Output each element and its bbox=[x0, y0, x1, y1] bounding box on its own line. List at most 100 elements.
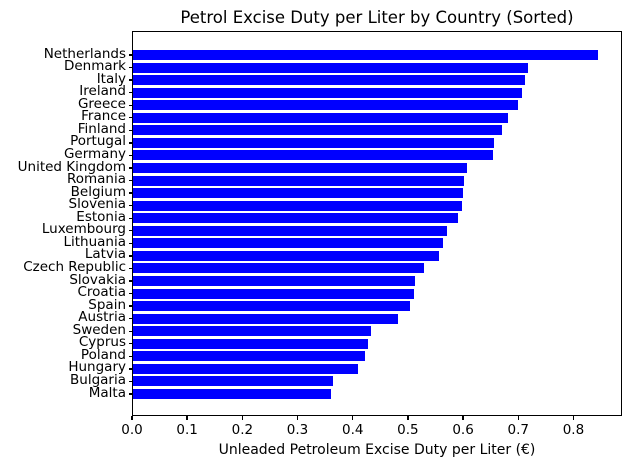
x-tick-mark bbox=[131, 416, 133, 420]
y-tick-label: Netherlands bbox=[43, 45, 126, 62]
x-tick-mark bbox=[462, 416, 464, 420]
x-tick-label: 0.2 bbox=[231, 422, 254, 438]
bar bbox=[133, 112, 509, 123]
y-tick-label: Italy bbox=[96, 70, 126, 87]
y-tick-label: Czech Republic bbox=[23, 258, 126, 275]
y-tick-label: United Kingdom bbox=[17, 158, 126, 175]
x-tick-label: 0.4 bbox=[341, 422, 364, 438]
y-axis-labels: Netherlands Denmark Italy Ireland Greece Fran… bbox=[0, 31, 126, 416]
y-tick-label: Estonia bbox=[76, 208, 126, 225]
y-tick-mark bbox=[129, 192, 133, 194]
bar bbox=[133, 376, 333, 387]
y-tick-mark bbox=[129, 142, 133, 144]
y-tick-mark bbox=[129, 267, 133, 270]
y-tick-label: Portugal bbox=[70, 133, 126, 150]
x-tick-mark bbox=[517, 416, 519, 420]
bar bbox=[133, 326, 372, 337]
y-tick-mark bbox=[129, 91, 133, 94]
y-tick-mark bbox=[129, 393, 133, 395]
bar bbox=[133, 62, 528, 73]
y-tick-mark bbox=[129, 230, 133, 232]
x-tick-label: 0.8 bbox=[562, 422, 585, 438]
bar bbox=[133, 313, 398, 324]
bar bbox=[133, 200, 462, 211]
y-tick-label: Cyprus bbox=[78, 334, 126, 351]
bar bbox=[133, 213, 458, 224]
y-tick-mark bbox=[129, 79, 133, 81]
x-tick-label: 0.5 bbox=[397, 422, 419, 438]
x-tick-mark bbox=[407, 416, 409, 420]
y-tick-label: Croatia bbox=[77, 284, 126, 301]
y-tick-label: Lithuania bbox=[63, 233, 126, 250]
y-tick-label: Poland bbox=[80, 346, 126, 363]
bar bbox=[133, 288, 415, 299]
x-axis-ticks: 0.0 0.1 0.2 0.3 0.4 0.5 0.6 0.7 0.8 bbox=[121, 416, 622, 452]
x-tick-label: 0.7 bbox=[507, 422, 529, 438]
y-tick-mark bbox=[129, 343, 133, 345]
y-tick-mark bbox=[129, 292, 133, 295]
x-tick-mark bbox=[186, 416, 188, 420]
y-tick-mark bbox=[129, 317, 133, 320]
x-tick-label: 0.1 bbox=[176, 422, 198, 438]
y-tick-mark bbox=[129, 242, 133, 245]
bar bbox=[133, 238, 444, 249]
x-tick-mark bbox=[572, 416, 575, 420]
y-tick-mark bbox=[129, 154, 133, 157]
x-tick-label: 0.6 bbox=[452, 422, 474, 438]
y-tick-mark bbox=[129, 167, 133, 169]
y-tick-mark bbox=[129, 380, 133, 383]
y-tick-mark bbox=[129, 204, 133, 207]
bar bbox=[133, 150, 493, 161]
y-tick-label: Austria bbox=[78, 309, 126, 326]
bar bbox=[133, 351, 366, 362]
y-tick-label: Malta bbox=[88, 384, 126, 401]
bar bbox=[133, 100, 519, 111]
y-tick-mark bbox=[129, 217, 133, 219]
bar bbox=[133, 163, 467, 173]
y-tick-mark bbox=[129, 117, 133, 119]
x-tick-label: 0.0 bbox=[121, 422, 143, 438]
y-tick-label: Hungary bbox=[68, 359, 126, 376]
x-tick-label: 0.3 bbox=[286, 422, 309, 438]
bar bbox=[133, 87, 522, 98]
y-tick-mark bbox=[129, 255, 133, 257]
bar bbox=[133, 276, 415, 286]
y-tick-mark bbox=[129, 368, 133, 370]
x-axis-title: Unleaded Petroleum Excise Duty per Liter… bbox=[218, 442, 536, 458]
x-tick-mark bbox=[296, 416, 299, 420]
bar bbox=[133, 75, 526, 86]
y-tick-mark bbox=[129, 66, 133, 69]
y-tick-label: Belgium bbox=[70, 183, 126, 200]
y-tick-label: Romania bbox=[66, 171, 126, 188]
y-tick-label: Latvia bbox=[84, 246, 126, 263]
y-tick-mark bbox=[129, 280, 133, 282]
y-tick-mark bbox=[129, 104, 133, 106]
y-tick-mark bbox=[129, 129, 133, 132]
bar bbox=[133, 188, 463, 199]
bar bbox=[133, 175, 465, 186]
y-tick-label: France bbox=[81, 108, 126, 125]
bar bbox=[133, 225, 447, 236]
y-tick-label: Denmark bbox=[63, 58, 126, 75]
bar bbox=[133, 125, 503, 136]
bar bbox=[133, 50, 599, 60]
y-tick-label: Slovenia bbox=[68, 196, 126, 213]
chart-title: Petrol Excise Duty per Liter by Country … bbox=[180, 8, 574, 27]
x-tick-mark bbox=[241, 416, 244, 420]
y-tick-label: Luxembourg bbox=[41, 221, 126, 238]
y-tick-label: Sweden bbox=[72, 321, 126, 338]
bar bbox=[133, 389, 331, 399]
y-tick-mark bbox=[129, 355, 133, 358]
bar bbox=[133, 263, 424, 274]
plot-area bbox=[129, 31, 622, 416]
y-tick-label: Greece bbox=[77, 95, 126, 112]
bar bbox=[133, 137, 494, 148]
y-tick-label: Finland bbox=[77, 120, 126, 137]
x-tick-mark bbox=[352, 416, 354, 420]
bar bbox=[133, 301, 410, 312]
bar bbox=[133, 363, 358, 374]
y-tick-mark bbox=[129, 54, 133, 56]
y-tick-mark bbox=[129, 330, 133, 332]
bar bbox=[133, 338, 369, 349]
